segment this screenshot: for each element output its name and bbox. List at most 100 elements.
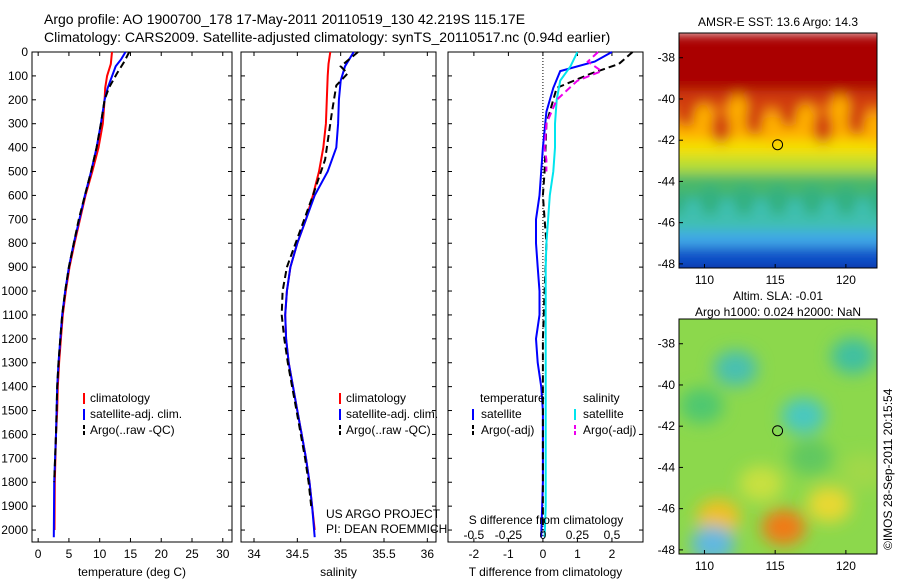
x-tick-label-salinity: 35.5 <box>372 547 396 561</box>
sst-eddy <box>679 95 697 128</box>
depth-tick-label: 800 <box>8 236 28 250</box>
x-tick-label-temperature: 0 <box>35 547 42 561</box>
map-y-tick-label: -40 <box>658 92 676 106</box>
map-y-tick-label: -48 <box>658 257 676 271</box>
map-frame-sla-map <box>678 318 878 555</box>
x-tick-label-temperature: 5 <box>66 547 73 561</box>
map-field-sst-map <box>679 33 877 268</box>
sst-eddy <box>837 185 855 210</box>
map-y-tick-label: -38 <box>658 51 676 65</box>
depth-tick-label: 1500 <box>1 404 28 418</box>
sst-eddy <box>769 185 787 210</box>
imos-credit: ©IMOS 28-Sep-2011 20:15:54 <box>881 388 895 550</box>
sst-eddy <box>762 111 782 144</box>
x-axis-label-temperature: temperature (deg C) <box>78 565 186 579</box>
depth-tick-label: 300 <box>8 117 28 131</box>
map-frame-sst-map <box>678 32 878 269</box>
sla-patch <box>761 509 806 546</box>
annotation-pi: PI: DEAN ROEMMICH <box>326 522 447 536</box>
sst-eddy <box>779 95 799 128</box>
sst-eddy <box>803 185 821 210</box>
sst-eddy <box>745 103 765 136</box>
series-line-temperature-2 <box>53 51 131 483</box>
series-line-salinity-2 <box>280 51 359 507</box>
sst-band <box>679 156 877 176</box>
map-bands-sst-map <box>679 33 877 268</box>
sst-eddy <box>854 198 872 223</box>
map-y-tick-label: -42 <box>658 419 676 433</box>
x-tick-label-difference: 2 <box>609 547 616 561</box>
sla-patch <box>781 397 826 434</box>
x-tick-label-s: -0.25 <box>495 528 523 542</box>
legend-label-difference-2: satellite <box>583 407 624 421</box>
x-tick-label-difference: 1 <box>574 547 581 561</box>
depth-tick-label: 1100 <box>2 308 28 322</box>
x-axis-label-s-difference: S difference from climatology <box>469 513 624 527</box>
legend-label-difference-3: Argo(-adj) <box>583 423 636 437</box>
depth-tick-label: 200 <box>8 93 28 107</box>
sst-eddy <box>752 198 770 223</box>
sst-band <box>679 90 877 110</box>
depth-tick-label: 600 <box>8 188 28 202</box>
sst-band <box>679 70 877 93</box>
x-tick-label-difference: -1 <box>503 547 514 561</box>
panel-frame-salinity <box>240 51 437 543</box>
x-tick-label-salinity: 35 <box>334 547 348 561</box>
sst-band <box>679 230 877 250</box>
sst-band <box>679 173 877 196</box>
map-y-tick-label: -44 <box>658 460 676 474</box>
legend-label-difference-0: satellite <box>481 407 522 421</box>
map-y-tick-label: -46 <box>658 502 676 516</box>
sla-patch <box>713 350 758 387</box>
sla-map-subtitle: Argo h1000: 0.024 h2000: NaN <box>695 305 861 319</box>
sst-eddy <box>820 198 838 223</box>
x-tick-label-difference: -2 <box>469 547 480 561</box>
legend-label-salinity-2: Argo(..raw -QC) <box>346 423 431 437</box>
x-tick-label-s: 0.25 <box>566 528 590 542</box>
map-y-tick-label: -44 <box>658 174 676 188</box>
depth-tick-label: 0 <box>21 45 28 59</box>
sst-eddy <box>684 198 702 223</box>
annotation-project: US ARGO PROJECT <box>326 507 441 521</box>
depth-tick-label: 1600 <box>1 427 28 441</box>
map-x-tick-label: 115 <box>766 273 785 287</box>
sla-patch <box>739 465 784 502</box>
header-line-2: Climatology: CARS2009. Satellite-adjuste… <box>44 29 611 45</box>
depth-tick-label: 700 <box>8 212 28 226</box>
x-tick-label-temperature: 30 <box>216 547 230 561</box>
legend-label-temperature-0: climatology <box>90 391 150 405</box>
depth-tick-label: 1700 <box>1 451 28 465</box>
depth-tick-label: 2000 <box>1 523 28 537</box>
x-tick-label-s: 0 <box>540 528 547 542</box>
depth-tick-label: 1000 <box>1 284 28 298</box>
map-y-tick-label: -42 <box>658 133 676 147</box>
depth-tick-label: 400 <box>8 141 28 155</box>
map-x-tick-label: 110 <box>695 559 714 573</box>
sst-eddy <box>830 95 850 128</box>
sst-band <box>679 33 877 73</box>
map-x-tick-label: 120 <box>836 273 856 287</box>
depth-tick-label: 1900 <box>1 499 28 513</box>
x-tick-label-temperature: 20 <box>155 547 169 561</box>
sla-patch <box>788 439 833 476</box>
x-tick-label-temperature: 25 <box>185 547 199 561</box>
sla-map-title: Altim. SLA: -0.01 <box>733 289 823 303</box>
sst-eddy <box>701 185 719 210</box>
series-line-difference-1 <box>541 51 634 530</box>
panel-frame-temperature <box>31 51 233 543</box>
x-tick-label-temperature: 15 <box>124 547 138 561</box>
map-x-tick-label: 110 <box>695 273 714 287</box>
map-x-tick-label: 120 <box>836 559 856 573</box>
sst-eddy <box>735 185 753 210</box>
legend-heading-temperature: temperature <box>480 391 545 405</box>
sst-eddy <box>718 198 736 223</box>
map-y-tick-label: -38 <box>658 337 676 351</box>
sst-eddy <box>694 103 714 136</box>
depth-tick-label: 100 <box>8 69 28 83</box>
sst-eddy <box>864 111 877 144</box>
sla-patch <box>806 486 851 523</box>
legend-label-temperature-2: Argo(..raw -QC) <box>90 423 175 437</box>
map-field-sla-map <box>679 319 877 554</box>
